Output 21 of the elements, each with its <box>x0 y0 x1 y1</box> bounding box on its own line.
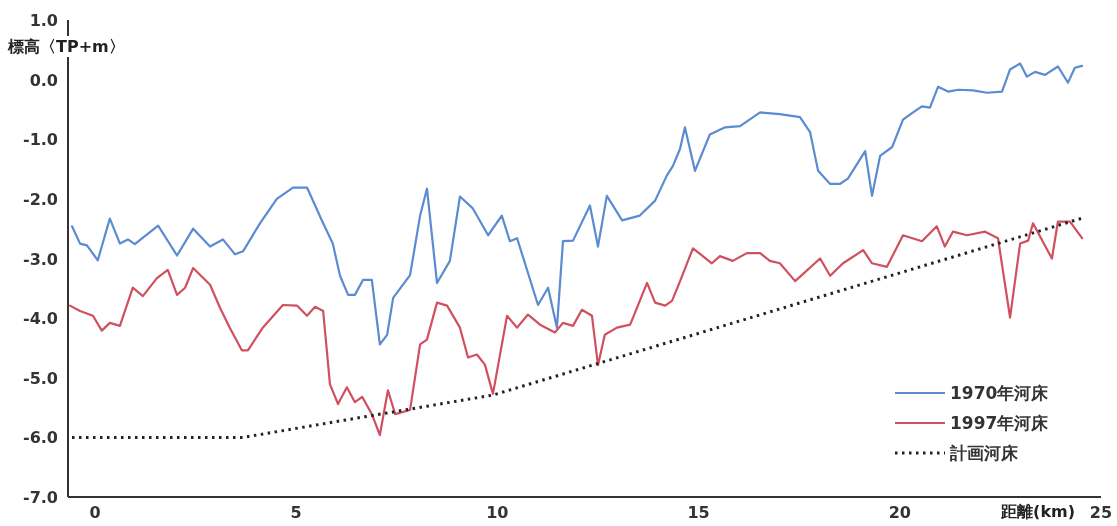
y-tick-label: -1.0 <box>23 130 58 150</box>
x-axis-title: 距離(km) <box>1000 502 1075 521</box>
legend-label: 計画河床 <box>949 443 1019 463</box>
y-tick-label: -4.0 <box>23 309 58 329</box>
y-tick-label: -5.0 <box>23 368 58 388</box>
x-tick-label: 20 <box>888 503 911 522</box>
x-tick-label: 15 <box>687 503 710 522</box>
x-tick-label: 5 <box>290 503 302 522</box>
legend-label: 1997年河床 <box>950 413 1050 433</box>
y-tick-label: -2.0 <box>23 189 58 209</box>
y-tick-label: -7.0 <box>23 488 58 507</box>
y-axis-title: 標高〈TP+m〉 <box>7 37 125 56</box>
y-tick-label: 0.0 <box>29 70 58 90</box>
x-tick-label: 25 <box>1089 503 1113 522</box>
y-tick-label: 1.0 <box>29 11 58 30</box>
y-tick-label: -6.0 <box>23 428 58 448</box>
x-tick-label: 10 <box>486 503 509 522</box>
line-series <box>70 62 1084 346</box>
x-tick-label: 0 <box>89 503 101 522</box>
y-tick-label: -3.0 <box>23 249 58 269</box>
legend-label: 1970年河床 <box>950 383 1050 403</box>
